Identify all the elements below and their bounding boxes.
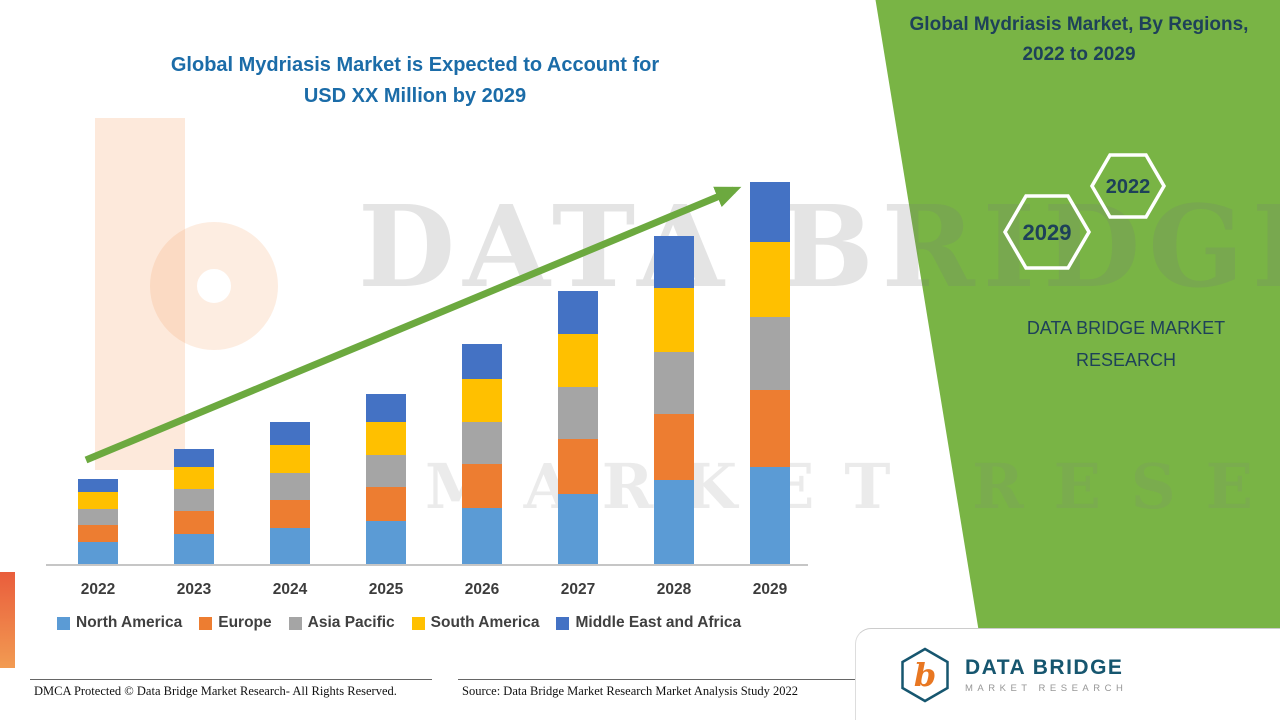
bar-segment-middle-east-and-africa [366,394,406,422]
bar-segment-middle-east-and-africa [270,422,310,445]
year-hexagons: 2022 2029 [1002,153,1167,270]
bar-segment-south-america [462,379,502,422]
panel-title-line2: 2022 to 2029 [1022,44,1136,65]
bar-segment-south-america [750,242,790,317]
bar-segment-europe [654,414,694,480]
bar-2024 [270,422,310,564]
decorative-orange-strip [0,572,15,668]
hexagon-2029-label: 2029 [1023,220,1072,245]
databridge-logo-icon: b [901,647,949,702]
bar-segment-middle-east-and-africa [78,479,118,492]
bar-chart: 2022 2023 2024 2025 2026 2027 2028 2029 [46,180,810,598]
legend-label: Asia Pacific [307,614,395,631]
bar-segment-europe [462,464,502,508]
bar-segment-asia-pacific [270,473,310,500]
legend-swatch [288,616,302,630]
bar-segment-south-america [270,445,310,473]
logo-tagline: MARKET RESEARCH [965,682,1128,694]
legend-label: Europe [218,614,272,631]
panel-brand-line1: DATA BRIDGE MARKET [1026,318,1226,338]
x-axis-label-2022: 2022 [80,581,116,598]
legend-swatch [57,616,70,630]
bar-2029 [750,182,790,564]
bar-segment-north-america [750,467,790,564]
panel-title: Global Mydriasis Market, By Regions, 202… [884,10,1274,70]
dmca-notice: DMCA Protected © Data Bridge Market Rese… [30,679,432,699]
hexagon-2029 [1002,194,1092,270]
bar-segment-europe [174,511,214,534]
bar-segment-middle-east-and-africa [174,449,214,467]
bar-segment-south-america [174,467,214,489]
bar-segment-south-america [78,492,118,509]
hexagon-2022-label: 2022 [1106,176,1151,198]
bar-segment-asia-pacific [174,489,214,511]
x-axis-line [46,564,808,566]
bar-segment-asia-pacific [654,352,694,414]
bar-segment-asia-pacific [78,509,118,525]
chart-title-line1: Global Mydriasis Market is Expected to A… [170,54,660,76]
bar-segment-north-america [462,508,502,564]
panel-brand-text: DATA BRIDGE MARKET RESEARCH [950,312,1280,376]
logo-monogram: b [914,656,936,694]
bar-segment-south-america [558,334,598,387]
chart-title-line2: USD XX Million by 2029 [303,85,527,107]
bar-segment-europe [558,439,598,494]
logo-name: DATA BRIDGE [965,655,1124,679]
legend-item-south-america: South America [411,614,540,632]
legend-item-middle-east-and-africa: Middle East and Africa [556,614,741,632]
bar-segment-europe [270,500,310,528]
legend-item-asia-pacific: Asia Pacific [288,614,395,632]
source-note: Source: Data Bridge Market Research Mark… [458,679,856,699]
bar-segment-europe [78,525,118,542]
logo-text-block: DATA BRIDGE MARKET RESEARCH [965,656,1127,694]
bar-segment-europe [750,390,790,467]
bar-segment-europe [366,487,406,521]
bar-2025 [366,394,406,564]
legend-item-north-america: North America [57,614,182,632]
bar-2022 [78,479,118,564]
bar-segment-middle-east-and-africa [750,182,790,242]
x-axis-label-2025: 2025 [368,581,404,598]
bar-segment-north-america [366,521,406,564]
bar-segment-north-america [174,534,214,564]
bar-2026 [462,344,502,564]
bar-segment-north-america [558,494,598,564]
x-axis-label-2028: 2028 [656,581,692,598]
bar-segment-middle-east-and-africa [654,236,694,288]
x-axis-label-2026: 2026 [464,581,500,598]
bar-segment-north-america [78,542,118,564]
bar-segment-north-america [270,528,310,564]
databridge-logo-card: b DATA BRIDGE MARKET RESEARCH [855,628,1280,720]
legend-item-europe: Europe [199,614,272,632]
bar-segment-asia-pacific [366,455,406,487]
legend-label: Middle East and Africa [575,614,742,631]
panel-title-line1: Global Mydriasis Market, By Regions, [909,14,1249,35]
x-axis-label-2027: 2027 [560,581,596,598]
bar-segment-south-america [654,288,694,352]
bar-segment-middle-east-and-africa [462,344,502,379]
legend-swatch [411,616,425,630]
hexagon-2022 [1089,153,1167,219]
bar-segment-asia-pacific [750,317,790,390]
bar-2023 [174,449,214,564]
bar-2028 [654,236,694,564]
x-axis-label-2029: 2029 [752,581,788,598]
legend-label: South America [430,614,540,631]
chart-legend: North America Europe Asia Pacific South Ame… [57,614,741,632]
x-axis-label-2024: 2024 [272,581,308,598]
x-axis-label-2023: 2023 [176,581,212,598]
bar-segment-north-america [654,480,694,564]
legend-swatch [199,616,213,630]
bar-segment-middle-east-and-africa [558,291,598,334]
legend-label: North America [76,614,183,631]
bar-segment-asia-pacific [462,422,502,464]
bar-segment-asia-pacific [558,387,598,439]
panel-brand-line2: RESEARCH [1075,350,1177,370]
bar-2027 [558,291,598,564]
bar-segment-south-america [366,422,406,455]
legend-swatch [556,616,570,630]
chart-title: Global Mydriasis Market is Expected to A… [110,50,720,112]
